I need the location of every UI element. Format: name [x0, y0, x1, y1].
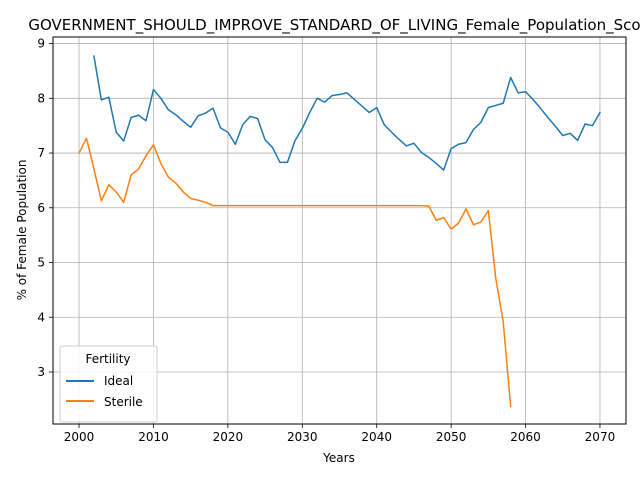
y-tick-label: 6 — [37, 201, 45, 215]
y-tick-label: 9 — [37, 37, 45, 51]
legend-label-sterile: Sterile — [104, 395, 143, 409]
x-tick-label: 2070 — [585, 430, 616, 444]
series-line-sterile — [78, 137, 512, 408]
y-tick-label: 3 — [37, 365, 45, 379]
x-tick-label: 2050 — [436, 430, 467, 444]
plot-frame — [52, 36, 627, 425]
y-axis-label: % of Female Population — [15, 160, 29, 301]
x-tick-label: 2020 — [213, 430, 244, 444]
y-tick-label: 8 — [37, 91, 45, 105]
x-tick-label: 2010 — [138, 430, 169, 444]
series-lines — [78, 55, 601, 408]
axis-ticks: 2000 2010 2020 2030 2040 2050 2060 2070 3 4 5 6 7 8 9 — [37, 37, 615, 444]
series-line-ideal — [93, 55, 601, 171]
x-tick-label: 2060 — [510, 430, 541, 444]
legend-box — [59, 345, 158, 423]
legend: Fertility Ideal Sterile — [59, 345, 158, 423]
y-tick-label: 5 — [37, 256, 45, 270]
y-tick-label: 7 — [37, 146, 45, 160]
y-tick-label: 4 — [37, 310, 45, 324]
x-tick-label: 2040 — [361, 430, 392, 444]
legend-title: Fertility — [85, 352, 130, 366]
x-axis-label: Years — [322, 451, 355, 465]
grid — [53, 37, 626, 424]
x-tick-label: 2000 — [64, 430, 95, 444]
x-tick-label: 2030 — [287, 430, 318, 444]
legend-label-ideal: Ideal — [104, 374, 133, 388]
chart-title: GOVERNMENT_SHOULD_IMPROVE_STANDARD_OF_LI… — [28, 16, 640, 35]
